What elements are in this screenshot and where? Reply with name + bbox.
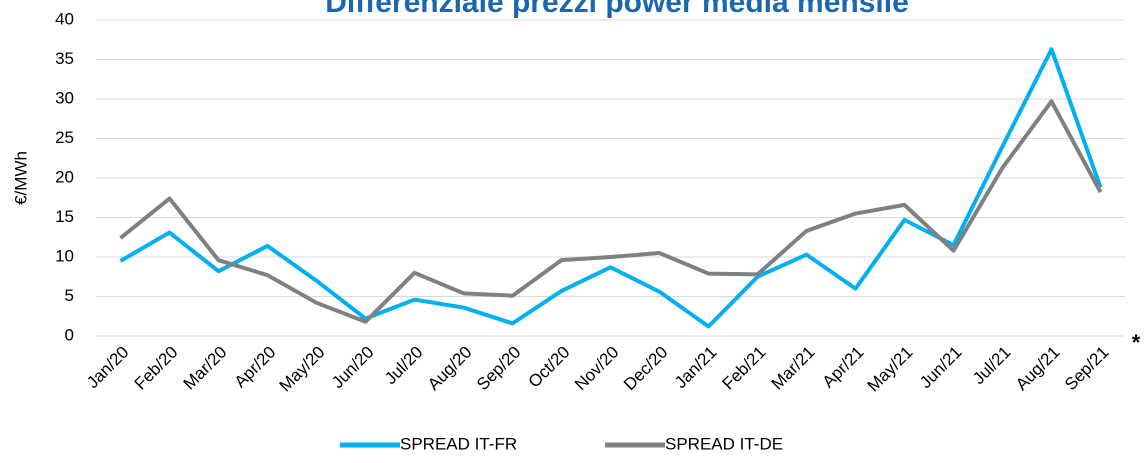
x-tick-label: Oct/20 [525,343,574,392]
x-tick-label: Mar/20 [180,343,231,394]
y-tick-label: 5 [65,286,74,305]
x-tick-label: Nov/20 [571,343,623,395]
x-tick-label: Jun/20 [328,343,378,393]
x-tick-label: Sep/20 [473,343,525,395]
x-tick-label: Jun/21 [916,343,966,393]
y-tick-label: 20 [55,167,74,186]
chart-title: Differenziale prezzi power media mensile [325,0,909,19]
y-tick-label: 25 [55,128,74,147]
x-tick-label: Sep/21 [1061,343,1113,395]
x-tick-label: Feb/20 [131,343,182,394]
x-tick-label: Feb/21 [719,343,770,394]
legend-label: SPREAD IT-DE [665,434,783,453]
y-tick-label: 10 [55,246,74,265]
legend-label: SPREAD IT-FR [400,434,517,453]
annotation: * [1132,330,1141,355]
line-series [119,47,1103,329]
y-tick-label: 35 [55,49,74,68]
y-tick-label: 15 [55,207,74,226]
y-tick-label: 40 [55,9,74,28]
x-tick-label: Jul/20 [381,343,427,389]
x-tick-label: May/20 [276,343,329,396]
x-tick-label: Mar/21 [768,343,819,394]
x-tick-label: Jan/21 [671,343,721,393]
x-tick-label: Apr/21 [819,343,868,392]
x-tick-label: Apr/20 [231,343,280,392]
y-tick-label: 30 [55,88,74,107]
x-tick-label: Dec/20 [620,343,672,395]
y-tick-label: 0 [65,325,74,344]
x-tick-label: Aug/20 [424,343,476,395]
x-tick-label: Aug/21 [1012,343,1064,395]
x-tick-label: Jan/20 [83,343,133,393]
x-tick-label: Jul/21 [969,343,1015,389]
x-tick-label: May/21 [864,343,917,396]
y-axis-label: €/MWh [11,151,30,205]
line-series [119,99,1103,324]
